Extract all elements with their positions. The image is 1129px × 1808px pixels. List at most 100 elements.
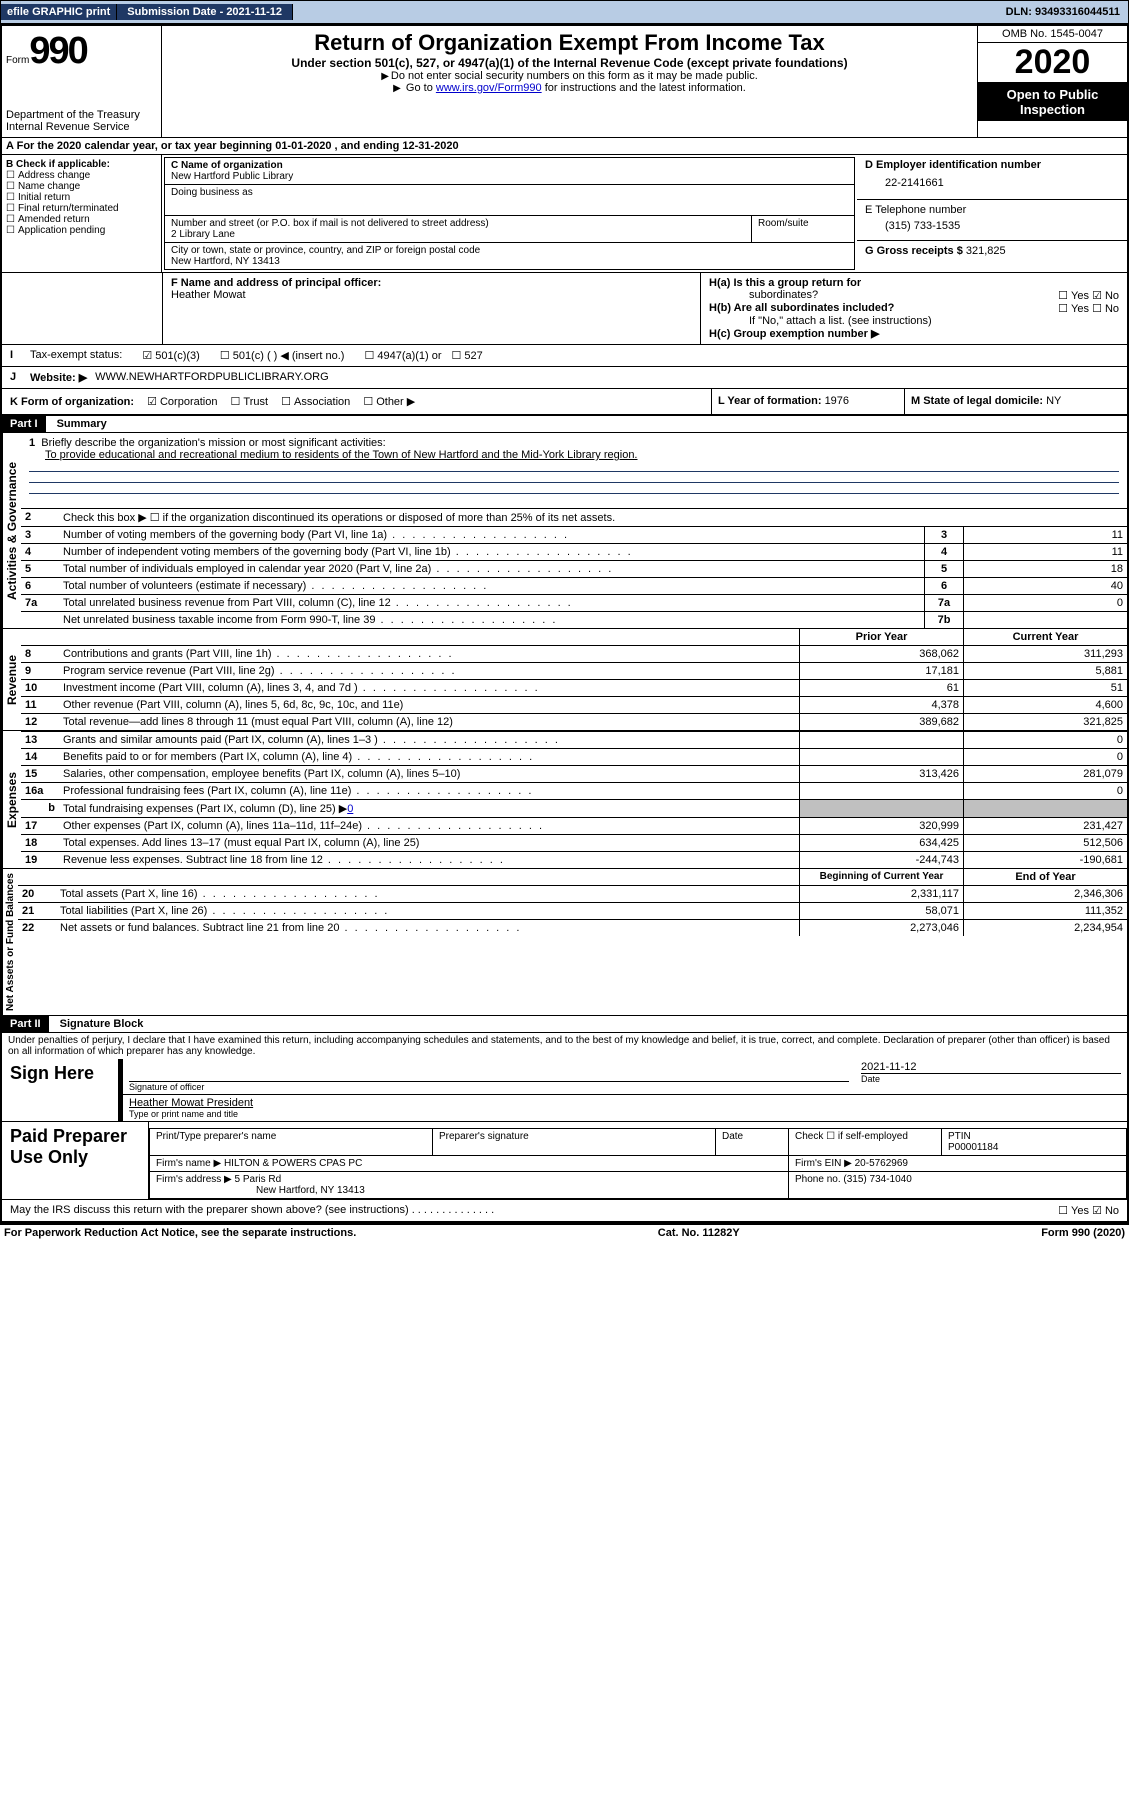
paid-preparer-label: Paid Preparer Use Only [2,1122,149,1199]
q1-label: Briefly describe the organization's miss… [41,437,385,449]
cb-initial-return[interactable]: Initial return [6,192,157,203]
efile-graphic-print-btn[interactable]: efile GRAPHIC print [1,4,117,20]
row-num: 17 [25,820,37,832]
row-text: Professional fundraising fees (Part IX, … [59,783,800,800]
row-box: 7b [925,612,964,629]
row-num: 4 [25,546,31,558]
sig-officer-label: Signature of officer [129,1081,849,1092]
cb-association[interactable]: Association [281,396,350,408]
hb-no[interactable]: No [1092,303,1119,315]
row-cur: 5,881 [964,663,1128,680]
row-text: Total expenses. Add lines 13–17 (must eq… [59,835,800,852]
row-cur: 321,825 [964,714,1128,731]
section-c: C Name of organization New Hartford Publ… [164,157,855,270]
row-num: 13 [25,734,37,746]
b-label: B Check if applicable: [6,159,157,170]
row-prior: 61 [800,680,964,697]
phone-value: (315) 733-1535 [865,216,1119,236]
firm-ein-label: Firm's EIN ▶ [795,1158,852,1169]
row-num: 6 [25,580,31,592]
cb-trust[interactable]: Trust [231,396,269,408]
cb-amended-return[interactable]: Amended return [6,214,157,225]
form-subtitle: Under section 501(c), 527, or 4947(a)(1)… [166,56,973,70]
prep-name-label: Print/Type preparer's name [150,1129,433,1156]
cb-application-pending[interactable]: Application pending [6,225,157,236]
row-cur: 51 [964,680,1128,697]
tax-year: 2020 [978,43,1127,83]
row-cur: -190,681 [964,852,1128,869]
city-state-zip: New Hartford, NY 13413 [171,256,848,267]
part-i-title: Summary [49,418,107,430]
sign-here-label: Sign Here [2,1059,119,1121]
gross-receipts-value: 321,825 [966,245,1006,257]
cb-other[interactable]: Other ▶ [363,396,415,408]
row-box: 4 [925,544,964,561]
g-gross-label: G Gross receipts $ [865,245,966,257]
row-prior: 58,071 [800,903,964,920]
hb-yes[interactable]: Yes [1058,303,1089,315]
open-to-public: Open to Public Inspection [978,83,1127,121]
row-a-text: For the 2020 calendar year, or tax year … [17,140,459,152]
prep-sig-label: Preparer's signature [433,1129,716,1156]
row-prior: 4,378 [800,697,964,714]
col-begin: Beginning of Current Year [800,869,964,886]
cb-501c[interactable]: 501(c) ( ) ◀ (insert no.) [220,349,345,362]
row-prior: 320,999 [800,818,964,835]
org-name: New Hartford Public Library [171,171,848,182]
row-val [964,612,1128,629]
row-num: 21 [22,905,34,917]
row-text: Total revenue—add lines 8 through 11 (mu… [59,714,800,731]
q1-num: 1 [29,437,35,449]
row-text: Total unrelated business revenue from Pa… [59,595,925,612]
sig-date-label: Date [861,1073,1121,1084]
street-label: Number and street (or P.O. box if mail i… [171,218,745,229]
cb-address-change[interactable]: Address change [6,170,157,181]
row-cur: 111,352 [964,903,1128,920]
cb-name-change[interactable]: Name change [6,181,157,192]
row-num: 15 [25,768,37,780]
note2-post: for instructions and the latest informat… [542,82,746,94]
ha-no[interactable]: No [1092,290,1119,302]
cb-final-return[interactable]: Final return/terminated [6,203,157,214]
part-i-header: Part I [2,416,46,432]
hb-label: H(b) Are all subordinates included? [709,302,894,314]
cb-501c3[interactable]: 501(c)(3) [142,349,200,362]
row-num: 20 [22,888,34,900]
title-block: Return of Organization Exempt From Incom… [162,26,977,138]
firm-addr-label: Firm's address ▶ [156,1174,232,1185]
firm-phone-label: Phone no. [795,1174,841,1185]
row-prior: 2,273,046 [800,920,964,937]
row-cur: 311,293 [964,646,1128,663]
principal-officer-name: Heather Mowat [171,289,692,301]
row-prior [800,732,964,749]
check-self-employed[interactable]: Check ☐ if self-employed [789,1129,942,1156]
form-label: Form [6,55,29,66]
row-text: Program service revenue (Part VIII, line… [59,663,800,680]
row-text: Total fundraising expenses (Part IX, col… [63,803,347,815]
row-prior: 634,425 [800,835,964,852]
paperwork-notice: For Paperwork Reduction Act Notice, see … [4,1227,356,1239]
e-phone-label: E Telephone number [865,204,1119,216]
revenue-table: Prior YearCurrent Year 8Contributions an… [21,629,1127,730]
c-name-label: C Name of organization [171,160,848,171]
cb-4947[interactable]: 4947(a)(1) or [364,349,441,362]
row-cur: 4,600 [964,697,1128,714]
right-ident-block: D Employer identification number 22-2141… [857,155,1127,272]
cb-corporation[interactable]: Corporation [147,396,217,408]
governance-table: 2Check this box ▶ ☐ if the organization … [21,508,1127,628]
note2-pre: Go to [406,82,436,94]
row-box: 3 [925,527,964,544]
row-text: Revenue less expenses. Subtract line 18 … [59,852,800,869]
discuss-yes[interactable]: Yes [1058,1205,1089,1217]
discuss-no[interactable]: No [1092,1205,1119,1217]
row-prior: 2,331,117 [800,886,964,903]
row-box: 6 [925,578,964,595]
cb-527[interactable]: 527 [452,349,483,362]
vlabel-revenue: Revenue [2,629,21,730]
irs-link[interactable]: www.irs.gov/Form990 [436,82,542,94]
website-value: WWW.NEWHARTFORDPUBLICLIBRARY.ORG [95,371,328,384]
q2-text: Check this box ▶ ☐ if the organization d… [59,509,1127,527]
declaration-text: Under penalties of perjury, I declare th… [2,1033,1127,1059]
ha-yes[interactable]: Yes [1058,290,1089,302]
f-label: F Name and address of principal officer: [171,277,692,289]
